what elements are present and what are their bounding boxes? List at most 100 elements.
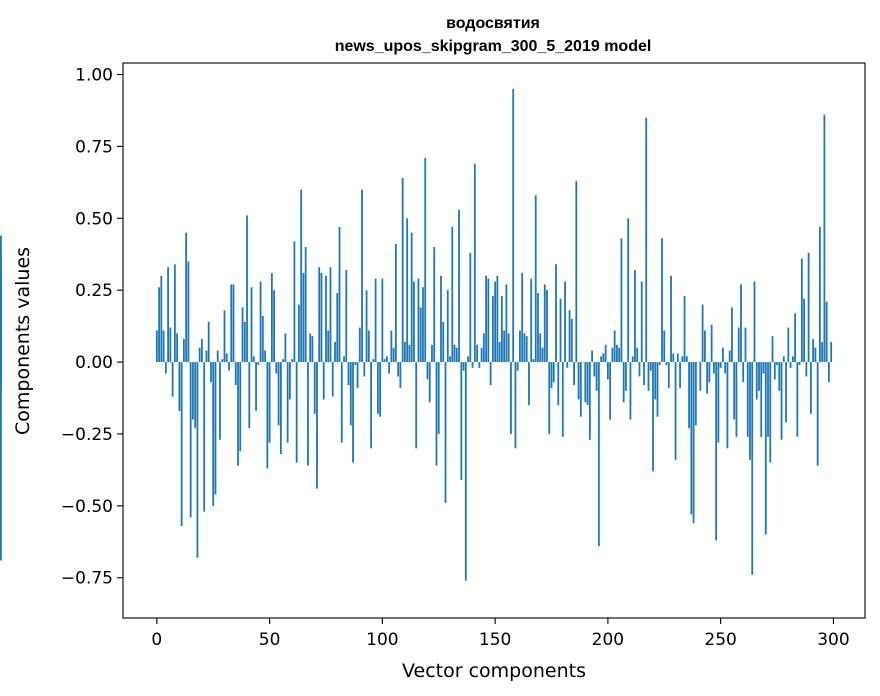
bar bbox=[345, 270, 348, 363]
bar bbox=[798, 362, 801, 365]
bar bbox=[428, 362, 431, 403]
bar bbox=[381, 278, 384, 363]
bar bbox=[606, 362, 609, 380]
bar bbox=[746, 362, 749, 437]
x-axis-label: Vector components bbox=[402, 660, 586, 682]
bar bbox=[169, 327, 172, 363]
bar bbox=[710, 324, 713, 363]
bar bbox=[685, 356, 688, 363]
bar bbox=[588, 362, 591, 440]
bar bbox=[343, 356, 345, 363]
bar bbox=[762, 362, 765, 374]
bar bbox=[816, 362, 819, 466]
bar bbox=[593, 362, 596, 377]
bar bbox=[787, 327, 790, 363]
bar bbox=[0, 362, 2, 391]
bar bbox=[340, 362, 343, 443]
bar bbox=[550, 362, 553, 388]
bar bbox=[494, 281, 497, 363]
bar bbox=[354, 362, 357, 365]
bar bbox=[649, 362, 652, 371]
bar bbox=[663, 330, 666, 363]
bar bbox=[728, 350, 731, 363]
bar bbox=[753, 281, 756, 363]
bar-series bbox=[0, 88, 833, 581]
bar bbox=[758, 362, 760, 391]
bar bbox=[602, 353, 605, 363]
bar bbox=[823, 114, 826, 363]
bar bbox=[426, 362, 429, 380]
bar bbox=[467, 356, 469, 363]
bar bbox=[638, 362, 641, 377]
bar bbox=[347, 362, 350, 386]
bar bbox=[221, 359, 224, 363]
bar bbox=[268, 362, 271, 443]
bar bbox=[764, 362, 767, 535]
bar bbox=[376, 362, 379, 414]
bar bbox=[451, 226, 454, 363]
bar bbox=[248, 362, 251, 429]
bar bbox=[158, 287, 160, 363]
bar bbox=[458, 209, 460, 363]
bar bbox=[613, 330, 616, 363]
bar bbox=[266, 362, 269, 469]
bar bbox=[528, 362, 530, 406]
bar bbox=[329, 267, 332, 363]
bar bbox=[449, 356, 451, 363]
bar bbox=[0, 350, 2, 363]
bar bbox=[460, 362, 463, 480]
bar bbox=[455, 347, 458, 363]
y-tick-label: 0.00 bbox=[75, 353, 113, 373]
bar bbox=[789, 362, 792, 368]
bar bbox=[237, 362, 239, 466]
bar bbox=[523, 333, 526, 363]
bar bbox=[185, 232, 188, 363]
bar bbox=[546, 290, 548, 363]
bar bbox=[392, 347, 395, 363]
x-tick-label: 300 bbox=[817, 630, 849, 650]
bar bbox=[424, 157, 427, 363]
bar bbox=[643, 362, 645, 386]
bar bbox=[559, 298, 562, 363]
bar bbox=[586, 362, 589, 406]
bar bbox=[737, 327, 740, 363]
x-tick-label: 250 bbox=[704, 630, 736, 650]
bar bbox=[241, 307, 244, 363]
bar bbox=[597, 362, 600, 547]
bar bbox=[435, 362, 438, 466]
bar bbox=[196, 362, 199, 558]
bar bbox=[609, 362, 612, 420]
bar bbox=[422, 287, 424, 363]
bar bbox=[203, 362, 206, 512]
bar bbox=[794, 313, 796, 363]
bar bbox=[715, 362, 718, 541]
bar bbox=[803, 298, 805, 363]
bar bbox=[279, 362, 282, 455]
bar bbox=[740, 284, 742, 363]
bar bbox=[735, 362, 738, 437]
bar bbox=[413, 281, 415, 363]
bar bbox=[733, 362, 736, 420]
bar bbox=[500, 295, 503, 363]
bar bbox=[534, 195, 537, 363]
x-axis: 0 50 100 150 200 250 300 bbox=[151, 618, 850, 650]
bar bbox=[295, 362, 298, 463]
bar bbox=[773, 362, 776, 380]
bar bbox=[388, 362, 391, 374]
bar bbox=[625, 362, 627, 391]
bar bbox=[471, 362, 474, 368]
bar bbox=[173, 264, 176, 363]
y-tick-label: 0.75 bbox=[75, 137, 113, 157]
bar bbox=[320, 272, 323, 363]
bar bbox=[525, 336, 528, 363]
bar bbox=[537, 293, 539, 363]
bar bbox=[616, 344, 618, 363]
bar bbox=[277, 362, 280, 426]
bar bbox=[665, 362, 668, 365]
bar bbox=[164, 362, 167, 374]
bar bbox=[717, 362, 720, 443]
bar bbox=[620, 238, 623, 363]
bar bbox=[390, 330, 393, 363]
bar bbox=[282, 359, 285, 363]
bar bbox=[674, 362, 677, 460]
